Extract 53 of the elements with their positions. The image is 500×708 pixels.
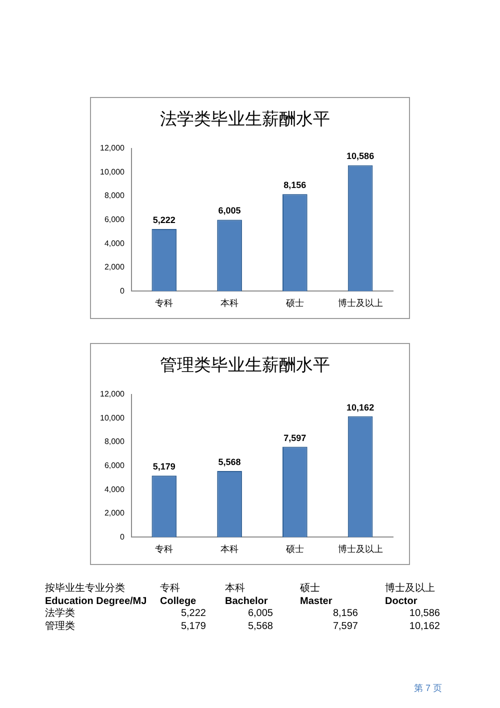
text: 按毕业生专业分类 <box>45 583 125 595</box>
data-label: 10,586 <box>346 151 374 162</box>
x-tick-label: 专科 <box>155 298 174 309</box>
y-tick-label: 4,000 <box>104 238 126 248</box>
x-tick-label: 硕士 <box>284 298 304 309</box>
x-tick-label: 本科 <box>220 544 239 555</box>
text: 10,586 <box>409 608 440 620</box>
data-label: 6,005 <box>218 206 241 216</box>
y-tick-label: 8,000 <box>104 437 126 446</box>
text: 6,005 <box>248 608 273 620</box>
text: Education Degree/MJ <box>45 596 147 608</box>
x-tick-label: 博士及以上 <box>338 544 383 555</box>
text: 专科 <box>160 583 180 595</box>
data-label: 5,222 <box>152 215 176 226</box>
text: 10,162 <box>409 621 440 633</box>
text: 5,222 <box>180 608 206 620</box>
text: 法学类 <box>45 608 75 620</box>
chart-title: 管理类毕业生薪酬水平 <box>160 356 330 376</box>
x-tick-label: 专科 <box>155 544 174 555</box>
data-label: 5,179 <box>152 462 176 472</box>
text: 本科 <box>225 583 245 595</box>
x-tick-label: 硕士 <box>284 544 304 555</box>
y-tick-label: 2,000 <box>104 508 126 518</box>
data-label: 8,156 <box>284 180 306 190</box>
x-tick-label: 本科 <box>220 298 239 309</box>
y-tick-label: 6,000 <box>104 461 126 470</box>
y-tick-label: 12,000 <box>100 144 126 153</box>
data-label: 5,568 <box>218 456 241 467</box>
text: 8,156 <box>332 608 358 620</box>
y-tick-label: 0 <box>120 532 126 542</box>
y-tick-label: 6,000 <box>104 215 126 224</box>
y-tick-label: 2,000 <box>104 262 126 272</box>
chart-title: 法学类毕业生薪酬水平 <box>160 110 330 130</box>
y-tick-label: 4,000 <box>104 484 126 494</box>
text: 硕士 <box>300 583 320 595</box>
y-tick-label: 12,000 <box>100 390 126 399</box>
y-tick-label: 8,000 <box>104 191 126 200</box>
text: 博士及以上 <box>385 583 435 595</box>
text: Bachelor <box>225 596 268 608</box>
text: Master <box>300 596 332 608</box>
text: College <box>160 596 196 608</box>
text: 7,597 <box>332 621 358 633</box>
text: 5,179 <box>180 621 206 633</box>
text: 管理类 <box>45 621 75 633</box>
data-label: 7,597 <box>284 432 306 443</box>
x-tick-label: 博士及以上 <box>338 298 383 309</box>
y-tick-label: 10,000 <box>100 167 126 176</box>
data-label: 10,162 <box>346 402 374 412</box>
text: 第 7 页 <box>414 682 442 695</box>
y-tick-label: 10,000 <box>100 413 126 422</box>
text: Doctor <box>385 596 418 608</box>
y-tick-label: 0 <box>120 286 126 296</box>
text: 5,568 <box>248 621 273 633</box>
